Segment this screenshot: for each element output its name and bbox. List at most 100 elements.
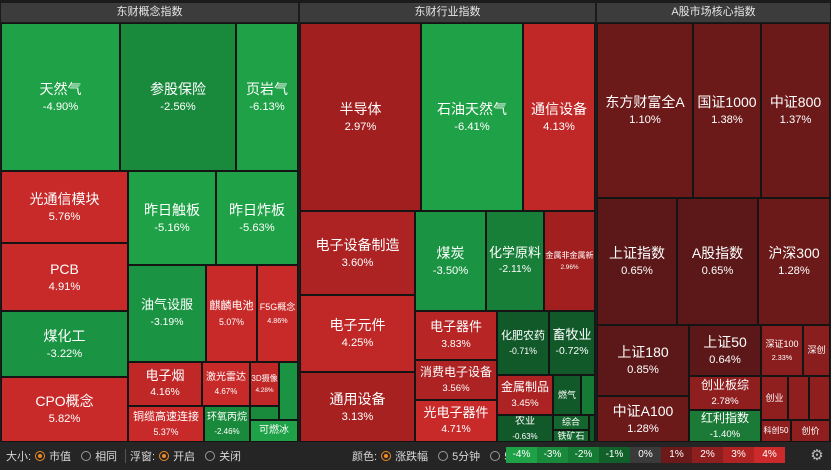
tile-small-unlabeled[interactable]	[809, 376, 830, 420]
tile-nonmetal-new[interactable]: 金属非金属新 2.96%	[544, 211, 595, 311]
tile-optical-module[interactable]: 光通信模块 5.76%	[1, 171, 128, 243]
tile-percent: 3.83%	[441, 338, 471, 350]
tile-a-share-index[interactable]: A股指数 0.65%	[677, 198, 758, 325]
tile-csi-300[interactable]: 沪深300 1.28%	[758, 198, 830, 325]
tile-shen-chuang[interactable]: 深创	[803, 325, 830, 376]
tile-csi-800[interactable]: 中证800 1.37%	[761, 23, 830, 198]
tile-small-unlabeled[interactable]	[279, 362, 298, 420]
tile-yesterday-broken[interactable]: 昨日炸板 -5.63%	[216, 171, 298, 265]
tile-csi-a100[interactable]: 中证A100 1.28%	[597, 396, 689, 442]
tile-dividend-index[interactable]: 红利指数 -1.40%	[689, 410, 761, 442]
tile-name: 天然气	[39, 80, 82, 97]
tile-name: 畜牧业	[552, 326, 592, 342]
tile-kirin-battery[interactable]: 麒麟电池 5.07%	[206, 265, 257, 362]
tile-metal-products[interactable]: 金属制品 3.45%	[497, 375, 553, 415]
tile-agriculture[interactable]: 农业 -0.63%	[497, 415, 553, 442]
tile-sse-50[interactable]: 上证50 0.64%	[689, 325, 761, 376]
tile-percent: 4.67%	[214, 387, 238, 397]
color-option-change[interactable]: 涨跌幅	[395, 451, 429, 463]
tile-name: 煤炭	[436, 244, 465, 261]
tile-name: 创价	[801, 425, 820, 436]
tile-star-50[interactable]: 科创50	[761, 420, 791, 442]
tile-shale-gas[interactable]: 页岩气 -6.13%	[236, 23, 298, 171]
tile-chinext-composite[interactable]: 创业板综 2.78%	[689, 376, 761, 410]
tile-gas-utility[interactable]: 燃气	[553, 375, 581, 415]
tile-small-unlabeled[interactable]	[788, 376, 809, 420]
color-option-5min[interactable]: 5分钟	[452, 451, 481, 463]
tile-electronic-components[interactable]: 电子元件 4.25%	[300, 295, 415, 372]
tile-percent: -0.71%	[509, 346, 537, 357]
legend-step: -4%	[506, 447, 537, 463]
tile-e-cigarette[interactable]: 电子烟 4.16%	[128, 362, 202, 406]
tile-electronic-devices[interactable]: 电子器件 3.83%	[415, 311, 497, 360]
tile-cni-1000[interactable]: 国证1000 1.38%	[693, 23, 761, 198]
float-radio-on[interactable]	[159, 451, 170, 461]
tile-lidar[interactable]: 激光雷达 4.67%	[202, 362, 250, 406]
tile-percent: -2.11%	[498, 264, 532, 276]
tile-coal-chemical[interactable]: 煤化工 -3.22%	[1, 311, 128, 377]
tile-optoelectronic[interactable]: 光电子器件 4.71%	[415, 400, 497, 442]
tile-name: 上证50	[703, 334, 747, 351]
tile-electronic-mfg[interactable]: 电子设备制造 3.60%	[300, 211, 415, 295]
gear-icon[interactable]: ⚙	[810, 447, 824, 464]
tile-eastmoney-all-a[interactable]: 东方财富全A 1.10%	[597, 23, 693, 198]
tile-small-unlabeled[interactable]	[250, 406, 279, 420]
tile-name: 科创50	[763, 426, 789, 436]
tile-telecom-equipment[interactable]: 通信设备 4.13%	[523, 23, 595, 211]
tile-name: 中证800	[769, 94, 822, 111]
tile-coal[interactable]: 煤炭 -3.50%	[415, 211, 486, 311]
size-option-equal[interactable]: 相同	[95, 451, 118, 463]
tile-name: 深创	[807, 345, 826, 356]
tile-small-unlabeled[interactable]	[581, 375, 595, 415]
tile-chuang-jia[interactable]: 创价	[791, 420, 830, 442]
tile-natural-gas[interactable]: 天然气 -4.90%	[1, 23, 120, 171]
tile-insurance-stake[interactable]: 参股保险 -2.56%	[120, 23, 236, 171]
tile-name: 电子设备制造	[315, 236, 400, 253]
size-radio-marketcap[interactable]	[35, 451, 46, 461]
float-radio-off[interactable]	[205, 451, 216, 461]
tile-sse-composite[interactable]: 上证指数 0.65%	[597, 198, 677, 325]
tile-iron-ore[interactable]: 铁矿石	[553, 430, 589, 442]
size-option-marketcap[interactable]: 市值	[49, 451, 72, 463]
tile-percent: -3.19%	[150, 316, 184, 328]
tile-gas-hydrate[interactable]: 可燃冰	[250, 420, 298, 442]
tile-name: 光通信模块	[29, 190, 100, 207]
tile-oil-gas[interactable]: 石油天然气 -6.41%	[421, 23, 523, 211]
tile-name: 页岩气	[246, 80, 288, 97]
tile-3d-camera[interactable]: 3D摄像 4.28%	[250, 362, 279, 406]
tile-livestock[interactable]: 畜牧业 -0.72%	[549, 311, 595, 375]
tile-percent: 4.13%	[543, 120, 575, 133]
float-option-off[interactable]: 关闭	[219, 451, 242, 463]
tile-chemical-raw[interactable]: 化学原料 -2.11%	[486, 211, 544, 311]
color-radio-5day[interactable]	[490, 451, 501, 461]
tile-name: 环氧丙烷	[207, 411, 247, 423]
tile-percent: 3.13%	[341, 410, 374, 423]
tile-chinext[interactable]: 创业	[761, 376, 788, 420]
tile-szse-100[interactable]: 深证100 2.33%	[761, 325, 803, 376]
tile-name: 昨日触板	[144, 201, 200, 218]
tile-cpo[interactable]: CPO概念 5.82%	[1, 377, 128, 442]
tile-semiconductor[interactable]: 半导体 2.97%	[300, 23, 421, 211]
tile-yesterday-limitup[interactable]: 昨日触板 -5.16%	[128, 171, 216, 265]
tile-pcb[interactable]: PCB 4.91%	[1, 243, 128, 311]
tile-name: 铜缆高速连接	[133, 410, 199, 423]
color-radio-change[interactable]	[381, 451, 392, 461]
tile-sse-180[interactable]: 上证180 0.85%	[597, 325, 689, 396]
tile-f5g[interactable]: F5G概念 4.86%	[257, 265, 298, 362]
tile-fertilizer[interactable]: 化肥农药 -0.71%	[497, 311, 549, 375]
tile-percent: 2.33%	[771, 352, 793, 362]
tile-name: 沪深300	[768, 245, 820, 262]
tile-propylene-oxide[interactable]: 环氧丙烷 -2.46%	[204, 406, 250, 442]
tile-percent: 3.60%	[341, 256, 374, 269]
tile-conglomerate[interactable]: 综合	[553, 415, 589, 430]
tile-oilfield-services[interactable]: 油气设服 -3.19%	[128, 265, 206, 362]
color-radio-5min[interactable]	[438, 451, 449, 461]
tile-small-unlabeled[interactable]	[589, 415, 595, 442]
tile-consumer-electronics[interactable]: 消费电子设备 3.56%	[415, 360, 497, 400]
float-option-on[interactable]: 开启	[173, 451, 196, 463]
tile-general-equipment[interactable]: 通用设备 3.13%	[300, 372, 415, 442]
size-radio-equal[interactable]	[81, 451, 92, 461]
tile-copper-cable[interactable]: 铜缆高速连接 5.37%	[128, 406, 204, 442]
tile-percent: -5.16%	[154, 221, 190, 234]
divider	[125, 449, 127, 463]
